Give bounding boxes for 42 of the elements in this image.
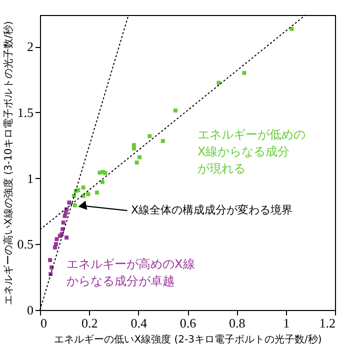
x-tick-label: 0 (40, 316, 47, 330)
point (62, 214, 67, 218)
point (81, 194, 86, 198)
point (100, 180, 104, 184)
annotation: エネルギーが低めのX線からなる成分が現れる (197, 128, 306, 176)
point (86, 192, 90, 196)
x-tick-label: 0.6 (180, 316, 197, 330)
point (60, 227, 65, 232)
point (54, 242, 58, 246)
point (52, 245, 57, 250)
point (290, 26, 294, 31)
y-axis-title: エネルギーの高いX線の強度 (3-10キロ電子ボルトの光子数/秒) (2, 20, 14, 305)
point (81, 186, 86, 190)
point (132, 146, 136, 150)
x-tick-label: 0.2 (82, 316, 98, 330)
point (72, 203, 77, 208)
point (48, 258, 52, 262)
x-tick-label: 1 (283, 316, 290, 330)
point (61, 220, 66, 225)
x-tick-label: 1.2 (319, 316, 336, 330)
y-tick-label: 2 (27, 39, 34, 54)
x-axis-title: エネルギーの低いX線強度 (2-3キロ電子ボルトの光子数/秒) (54, 334, 322, 346)
x-tick-label: 0.4 (130, 316, 148, 330)
point (173, 108, 178, 112)
x-tick-label: 0.8 (229, 316, 246, 330)
point (67, 200, 72, 205)
y-tick-label: 0.5 (17, 236, 34, 252)
y-tick-label: 1.5 (17, 104, 34, 120)
point (134, 160, 139, 164)
annotation: エネルギーが高めのX線からなる成分が卓越 (66, 257, 195, 288)
point (64, 236, 69, 240)
point (95, 190, 100, 195)
point (64, 210, 68, 215)
y-tick-label: 1 (27, 170, 34, 186)
y-tick-label: 0 (27, 302, 34, 318)
point (54, 237, 59, 242)
point (242, 70, 246, 75)
annotation: X線全体の構成成分が変わる境界 (130, 204, 293, 217)
point (148, 134, 152, 138)
point (160, 139, 165, 144)
point (216, 80, 221, 85)
point (138, 155, 142, 160)
